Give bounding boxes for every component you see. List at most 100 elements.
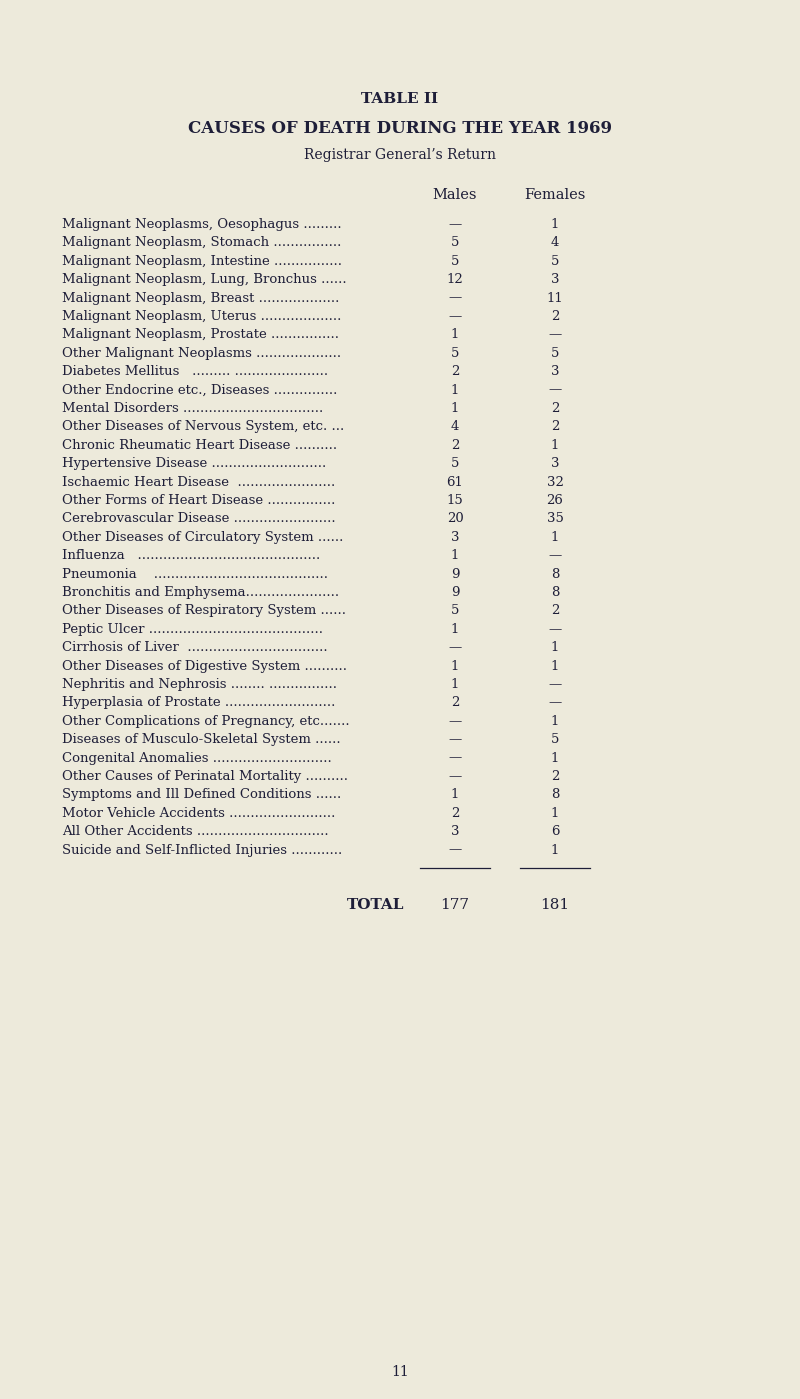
Text: —: — [448,291,462,305]
Text: Other Endocrine etc., Diseases ...............: Other Endocrine etc., Diseases .........… [62,383,338,396]
Text: 35: 35 [546,512,563,526]
Text: Diseases of Musculo-Skeletal System ......: Diseases of Musculo-Skeletal System ....… [62,733,341,746]
Text: 2: 2 [551,769,559,783]
Text: —: — [548,550,562,562]
Text: Registrar General’s Return: Registrar General’s Return [304,148,496,162]
Text: All Other Accidents ...............................: All Other Accidents ....................… [62,825,329,838]
Text: 2: 2 [451,807,459,820]
Text: 1: 1 [451,659,459,673]
Text: Motor Vehicle Accidents .........................: Motor Vehicle Accidents ................… [62,807,335,820]
Text: 8: 8 [551,568,559,581]
Text: —: — [548,697,562,709]
Text: 8: 8 [551,586,559,599]
Text: 3: 3 [550,273,559,287]
Text: Hypertensive Disease ...........................: Hypertensive Disease ...................… [62,457,326,470]
Text: Malignant Neoplasm, Intestine ................: Malignant Neoplasm, Intestine ..........… [62,255,342,267]
Text: 1: 1 [451,679,459,691]
Text: 2: 2 [551,421,559,434]
Text: Ischaemic Heart Disease  .......................: Ischaemic Heart Disease ................… [62,476,335,488]
Text: TABLE II: TABLE II [362,92,438,106]
Text: Influenza   ...........................................: Influenza ..............................… [62,550,320,562]
Text: 5: 5 [451,604,459,617]
Text: 181: 181 [541,898,570,912]
Text: Hyperplasia of Prostate ..........................: Hyperplasia of Prostate ................… [62,697,335,709]
Text: 1: 1 [551,659,559,673]
Text: 1: 1 [551,439,559,452]
Text: 1: 1 [551,530,559,544]
Text: 1: 1 [551,807,559,820]
Text: 5: 5 [451,347,459,360]
Text: Symptoms and Ill Defined Conditions ......: Symptoms and Ill Defined Conditions ....… [62,789,342,802]
Text: Suicide and Self-Inflicted Injuries ............: Suicide and Self-Inflicted Injuries ....… [62,844,342,856]
Text: 1: 1 [551,715,559,727]
Text: 6: 6 [550,825,559,838]
Text: Bronchitis and Emphysema......................: Bronchitis and Emphysema................… [62,586,339,599]
Text: Malignant Neoplasm, Uterus ...................: Malignant Neoplasm, Uterus .............… [62,311,342,323]
Text: 2: 2 [551,604,559,617]
Text: Cirrhosis of Liver  .................................: Cirrhosis of Liver .....................… [62,641,328,655]
Text: —: — [448,733,462,746]
Text: 177: 177 [441,898,470,912]
Text: Malignant Neoplasm, Prostate ................: Malignant Neoplasm, Prostate ...........… [62,329,339,341]
Text: 4: 4 [451,421,459,434]
Text: 2: 2 [451,365,459,378]
Text: Cerebrovascular Disease ........................: Cerebrovascular Disease ................… [62,512,336,526]
Text: 61: 61 [446,476,463,488]
Text: 9: 9 [450,568,459,581]
Text: 5: 5 [551,733,559,746]
Text: 1: 1 [551,218,559,231]
Text: Other Complications of Pregnancy, etc.......: Other Complications of Pregnancy, etc...… [62,715,350,727]
Text: Malignant Neoplasm, Breast ...................: Malignant Neoplasm, Breast .............… [62,291,339,305]
Text: 12: 12 [446,273,463,287]
Text: —: — [448,218,462,231]
Text: 3: 3 [450,825,459,838]
Text: 20: 20 [446,512,463,526]
Text: 26: 26 [546,494,563,506]
Text: Females: Females [524,187,586,201]
Text: —: — [448,641,462,655]
Text: 5: 5 [551,255,559,267]
Text: Diabetes Mellitus   ......... ......................: Diabetes Mellitus ......... ............… [62,365,328,378]
Text: Malignant Neoplasm, Stomach ................: Malignant Neoplasm, Stomach ............… [62,236,342,249]
Text: 3: 3 [550,457,559,470]
Text: 1: 1 [451,329,459,341]
Text: 3: 3 [550,365,559,378]
Text: Malignant Neoplasms, Oesophagus .........: Malignant Neoplasms, Oesophagus ........… [62,218,342,231]
Text: 1: 1 [551,844,559,856]
Text: 5: 5 [551,347,559,360]
Text: —: — [448,751,462,765]
Text: 32: 32 [546,476,563,488]
Text: 3: 3 [450,530,459,544]
Text: 5: 5 [451,255,459,267]
Text: —: — [548,383,562,396]
Text: —: — [548,329,562,341]
Text: 1: 1 [451,550,459,562]
Text: Mental Disorders .................................: Mental Disorders .......................… [62,402,323,416]
Text: CAUSES OF DEATH DURING THE YEAR 1969: CAUSES OF DEATH DURING THE YEAR 1969 [188,120,612,137]
Text: 11: 11 [546,291,563,305]
Text: Other Diseases of Respiratory System ......: Other Diseases of Respiratory System ...… [62,604,346,617]
Text: Other Forms of Heart Disease ................: Other Forms of Heart Disease ...........… [62,494,335,506]
Text: Males: Males [433,187,478,201]
Text: —: — [448,769,462,783]
Text: Other Diseases of Digestive System ..........: Other Diseases of Digestive System .....… [62,659,347,673]
Text: TOTAL: TOTAL [347,898,405,912]
Text: 1: 1 [451,383,459,396]
Text: Pneumonia    .........................................: Pneumonia ..............................… [62,568,328,581]
Text: Nephritis and Nephrosis ........ ................: Nephritis and Nephrosis ........ .......… [62,679,337,691]
Text: 11: 11 [391,1365,409,1379]
Text: 2: 2 [551,402,559,416]
Text: 1: 1 [451,402,459,416]
Text: —: — [448,311,462,323]
Text: Other Diseases of Circulatory System ......: Other Diseases of Circulatory System ...… [62,530,343,544]
Text: Chronic Rheumatic Heart Disease ..........: Chronic Rheumatic Heart Disease ........… [62,439,337,452]
Text: 9: 9 [450,586,459,599]
Text: Malignant Neoplasm, Lung, Bronchus ......: Malignant Neoplasm, Lung, Bronchus .....… [62,273,346,287]
Text: Other Diseases of Nervous System, etc. ...: Other Diseases of Nervous System, etc. .… [62,421,344,434]
Text: —: — [548,679,562,691]
Text: Other Causes of Perinatal Mortality ..........: Other Causes of Perinatal Mortality ....… [62,769,348,783]
Text: —: — [448,844,462,856]
Text: —: — [448,715,462,727]
Text: 5: 5 [451,236,459,249]
Text: 1: 1 [451,623,459,635]
